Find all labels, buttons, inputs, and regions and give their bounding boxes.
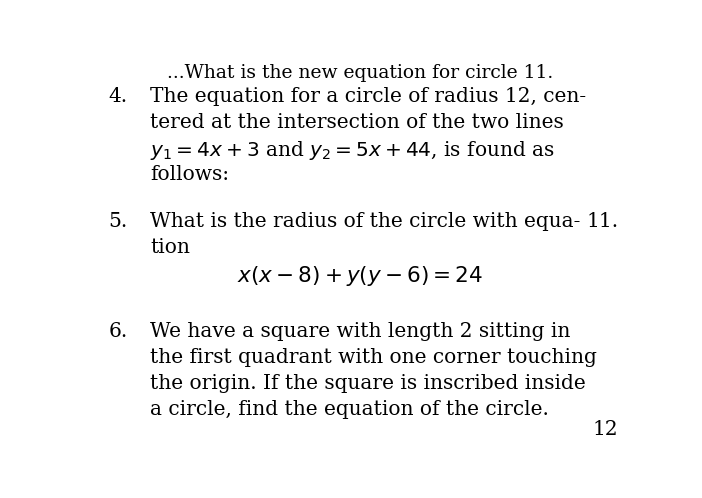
Text: $y_1 = 4x+3$ and $y_2 = 5x+44$, is found as: $y_1 = 4x+3$ and $y_2 = 5x+44$, is found… bbox=[150, 139, 555, 162]
Text: 5.: 5. bbox=[108, 212, 128, 231]
Text: follows:: follows: bbox=[150, 165, 230, 184]
Text: 12: 12 bbox=[592, 420, 618, 439]
Text: the first quadrant with one corner touching: the first quadrant with one corner touch… bbox=[150, 348, 597, 367]
Text: The equation for a circle of radius 12, cen-: The equation for a circle of radius 12, … bbox=[150, 87, 586, 106]
Text: What is the radius of the circle with equa-: What is the radius of the circle with eq… bbox=[150, 212, 581, 231]
Text: tion: tion bbox=[150, 238, 190, 257]
Text: a circle, find the equation of the circle.: a circle, find the equation of the circl… bbox=[150, 400, 549, 419]
Text: $x(x-8)+y(y-6)=24$: $x(x-8)+y(y-6)=24$ bbox=[237, 264, 483, 288]
Text: tered at the intersection of the two lines: tered at the intersection of the two lin… bbox=[150, 113, 564, 131]
Text: the origin. If the square is inscribed inside: the origin. If the square is inscribed i… bbox=[150, 374, 586, 393]
Text: 4.: 4. bbox=[108, 87, 128, 106]
Text: ...What is the new equation for circle 11.: ...What is the new equation for circle 1… bbox=[166, 64, 553, 82]
Text: We have a square with length 2 sitting in: We have a square with length 2 sitting i… bbox=[150, 322, 571, 341]
Text: 11.: 11. bbox=[586, 212, 618, 231]
Text: 6.: 6. bbox=[108, 322, 128, 341]
